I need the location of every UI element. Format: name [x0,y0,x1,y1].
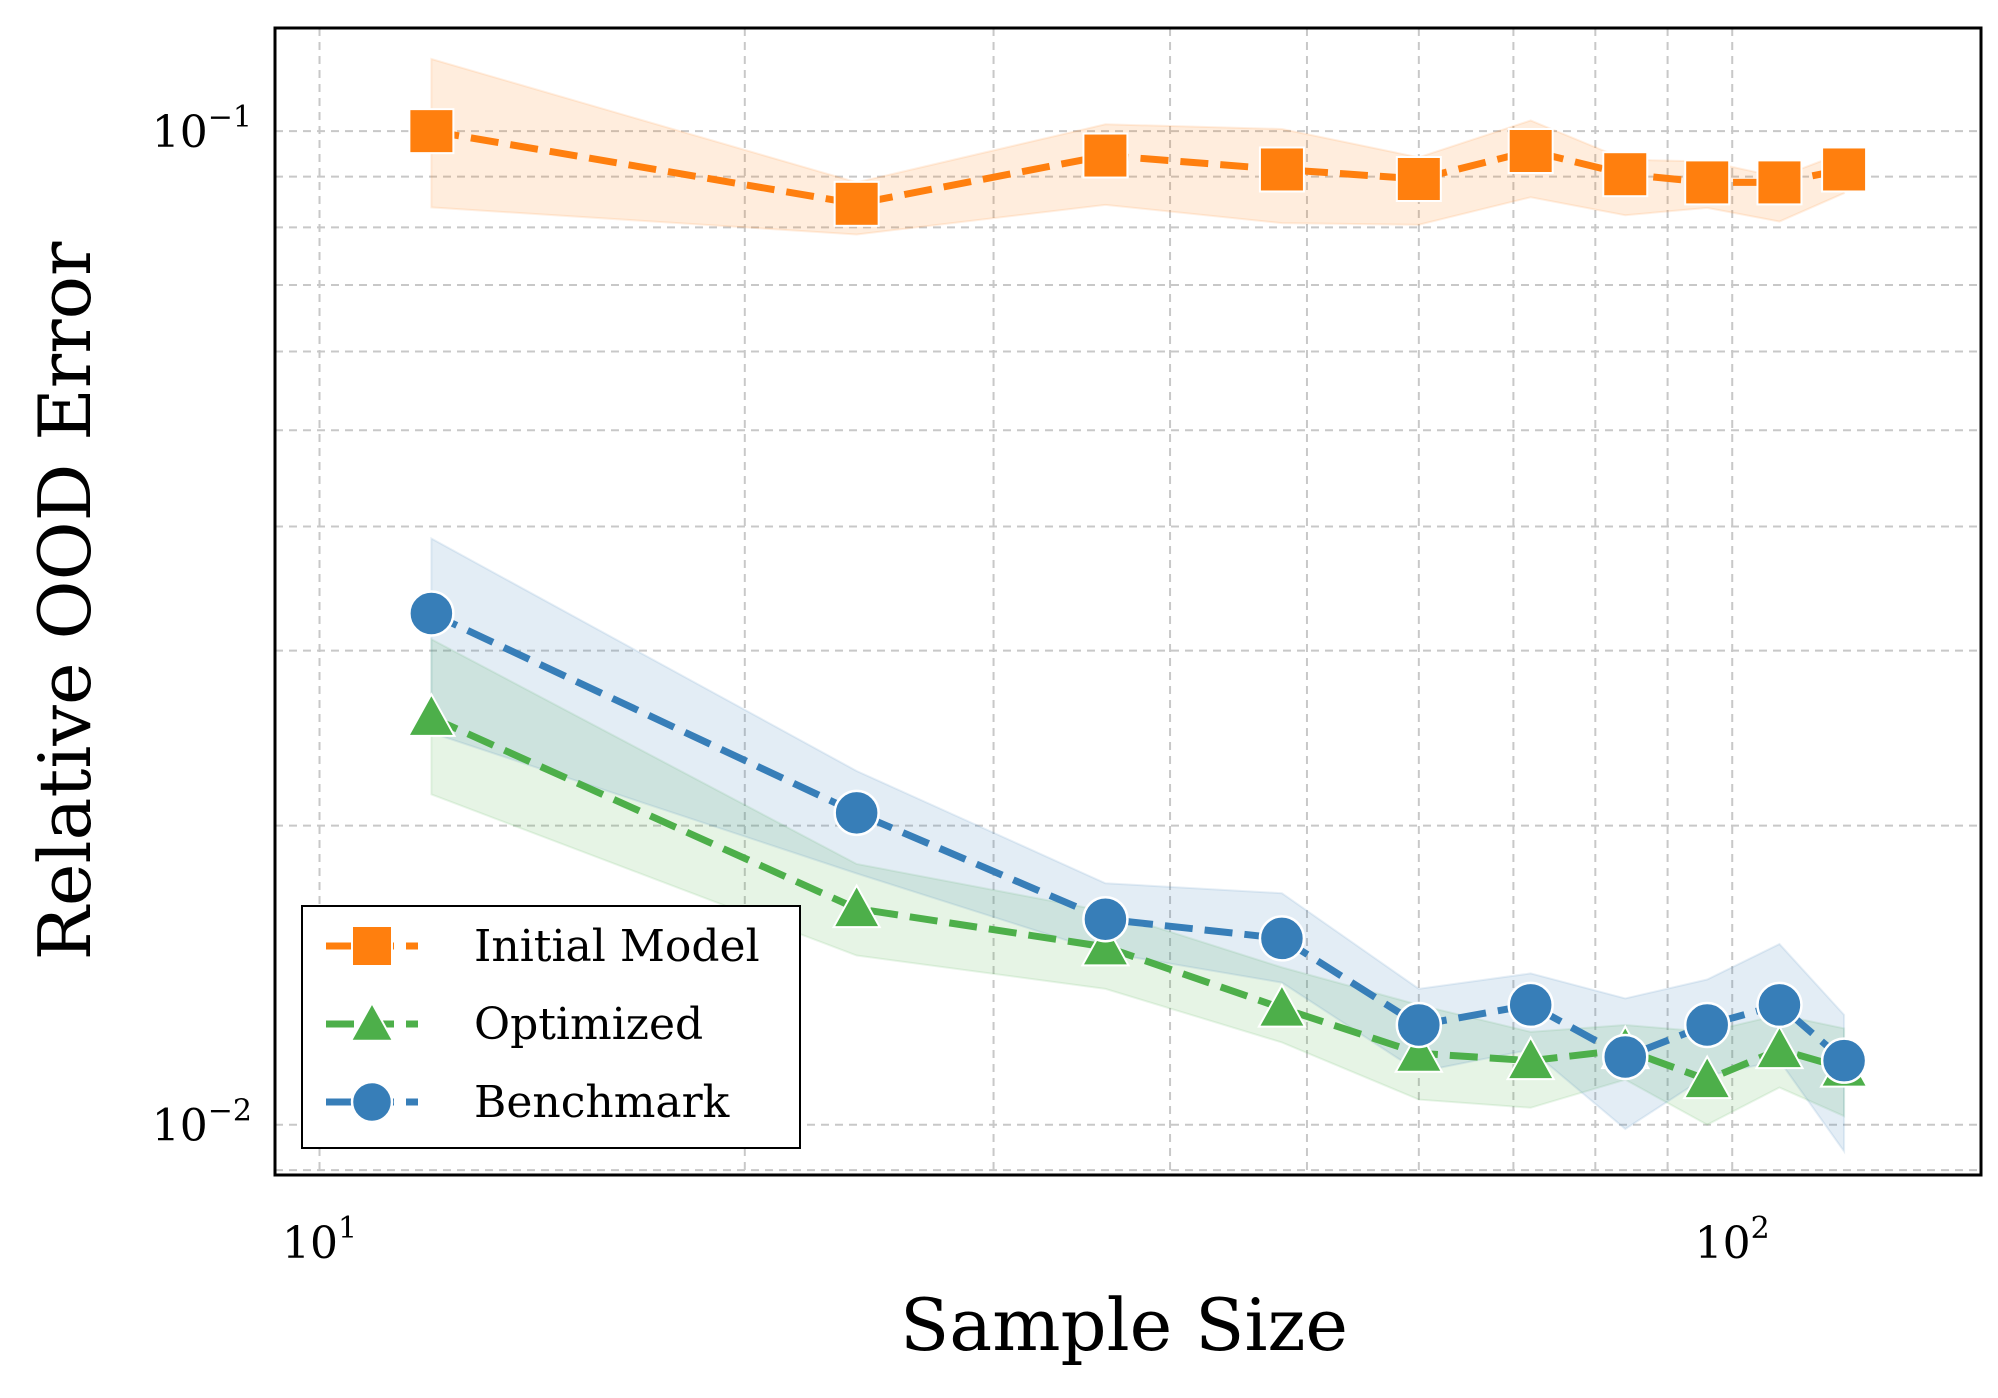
y-tick-exponent: −2 [208,1094,252,1129]
data-point-initial-model [1684,159,1731,206]
data-point-optimized [1682,1054,1732,1100]
legend-label-optimized: Optimized [474,999,703,1050]
data-point-benchmark [408,590,455,637]
y-tick-base: 10 [152,1101,208,1152]
plot-frame [273,26,1983,1177]
y-tick-label: 10−2 [152,1094,252,1152]
data-point-benchmark [1258,915,1306,962]
data-point-optimized [1505,1035,1556,1081]
data-point-benchmark [1395,1001,1443,1049]
x-axis-title: Sample Size [900,1283,1348,1367]
x-tick-exponent: 2 [1751,1211,1770,1246]
data-point-initial-model [1507,128,1554,175]
data-point-optimized [1754,1024,1805,1070]
data-point-initial-model [1756,159,1803,206]
series-lines [429,127,1847,1084]
data-point-benchmark [1602,1033,1649,1081]
x-tick-label: 101 [282,1211,357,1269]
data-point-optimized [1080,921,1131,967]
data-point-benchmark [1756,981,1803,1029]
data-point-benchmark [1820,1037,1868,1084]
data-point-initial-model [1821,146,1868,193]
legend: Initial Model Optimized Benchmark [301,905,801,1149]
legend-marker-benchmark [350,1080,394,1124]
data-point-initial-model [1395,156,1442,203]
legend-label-benchmark: Benchmark [474,1077,730,1128]
series-line-initial-model [430,127,1845,208]
data-point-initial-model [1258,146,1305,193]
series-line-benchmark [429,610,1847,1064]
confidence-band-initial-model [430,57,1846,236]
data-point-optimized [406,692,457,737]
data-point-initial-model [1602,151,1649,198]
x-tick-exponent: 1 [338,1211,357,1246]
series-line-optimized [429,714,1846,1084]
y-tick-label: 10−1 [152,100,252,158]
data-point-benchmark [1507,981,1554,1029]
series-markers [406,108,1869,1100]
data-point-optimized [1394,1028,1444,1073]
data-point-initial-model [408,108,455,155]
y-tick-base: 10 [152,107,208,158]
data-point-initial-model [833,180,880,227]
x-tick-base: 10 [1695,1218,1751,1269]
x-tick-label: 102 [1695,1211,1770,1269]
data-point-benchmark [833,789,880,837]
confidence-band-benchmark [430,536,1846,1155]
data-point-benchmark [1683,1001,1731,1049]
data-point-optimized [831,883,882,929]
legend-marker-initial-model [351,925,393,967]
data-point-initial-model [1082,132,1129,179]
y-axis-title: Relative OOD Error [23,241,107,960]
x-tick-base: 10 [282,1218,338,1269]
legend-marker-optimized [349,1000,395,1042]
data-point-optimized [1257,983,1307,1028]
y-tick-exponent: −1 [208,100,252,135]
data-point-benchmark [1082,895,1129,943]
legend-label-initial-model: Initial Model [474,921,760,972]
